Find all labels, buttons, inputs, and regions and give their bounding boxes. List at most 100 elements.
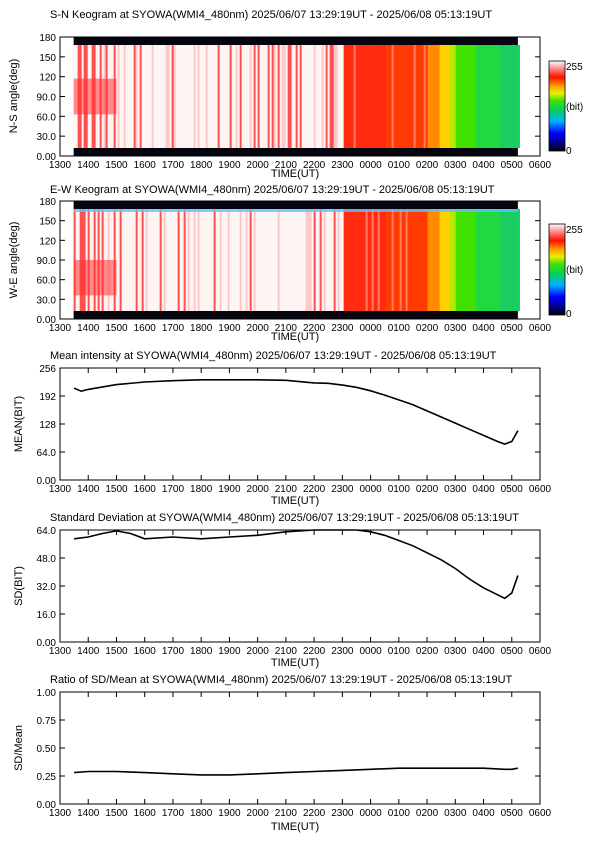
- keogram-column: [517, 209, 520, 311]
- keogram-column: [425, 45, 428, 148]
- keogram-column: [383, 45, 386, 148]
- keogram-column: [217, 209, 220, 311]
- x-tick-label: 1600: [134, 323, 157, 334]
- x-tick-label: 0500: [501, 646, 524, 657]
- keogram-column: [233, 45, 236, 148]
- y-tick-label: 256: [39, 364, 56, 375]
- ew-colorbar-unit-label: (bit): [566, 265, 583, 276]
- keogram-column: [359, 209, 362, 311]
- keogram-column: [189, 209, 192, 311]
- keogram-column: [353, 45, 356, 148]
- keogram-column: [199, 209, 202, 311]
- y-tick-label: 128: [39, 420, 56, 431]
- keogram-column: [259, 209, 262, 311]
- keogram-column: [439, 209, 442, 311]
- keogram-column: [131, 45, 134, 148]
- keogram-column: [321, 209, 324, 311]
- x-tick-label: 1700: [162, 646, 185, 657]
- y-tick-label: 0.00: [37, 800, 57, 811]
- keogram-column: [447, 45, 450, 148]
- x-tick-label: 2000: [247, 646, 270, 657]
- keogram-column: [223, 209, 226, 311]
- x-tick-label: 2100: [275, 484, 298, 495]
- keogram-column: [329, 45, 332, 148]
- ew-keogram-y-label: W-E angle(deg): [8, 222, 20, 299]
- keogram-column: [493, 209, 496, 311]
- keogram-column: [443, 209, 446, 311]
- keogram-column: [499, 209, 502, 311]
- keogram-column: [483, 45, 486, 148]
- keogram-column: [405, 209, 408, 311]
- x-tick-label: 1600: [134, 160, 157, 171]
- keogram-column: [127, 45, 130, 148]
- y-tick-label: 32.0: [37, 582, 57, 593]
- x-tick-label: 1800: [190, 808, 213, 819]
- keogram-column: [513, 45, 516, 148]
- y-tick-label: 30.0: [37, 132, 57, 143]
- x-tick-label: 1800: [190, 160, 213, 171]
- x-tick-label: 2000: [247, 484, 270, 495]
- keogram-column: [209, 45, 212, 148]
- keogram-column: [395, 45, 398, 148]
- x-tick-label: 1700: [162, 323, 185, 334]
- keogram-column: [193, 45, 196, 148]
- y-tick-label: 0.00: [37, 638, 57, 649]
- keogram-column: [301, 45, 304, 148]
- keogram-column: [449, 45, 452, 148]
- keogram-column: [515, 209, 518, 311]
- keogram-column: [297, 45, 300, 148]
- keogram-column: [471, 209, 474, 311]
- keogram-column: [495, 45, 498, 148]
- x-tick-label: 0200: [416, 484, 439, 495]
- ew-keogram-title: E-W Keogram at SYOWA(WMI4_480nm) 2025/06…: [50, 184, 495, 196]
- x-tick-label: 1600: [134, 808, 157, 819]
- keogram-column: [429, 45, 432, 148]
- keogram-column: [419, 45, 422, 148]
- ew-keogram-x-ticks: 1300 1400 1500 1600 1700 1800 1900 2000 2100 2200…: [49, 201, 552, 334]
- keogram-column: [361, 209, 364, 311]
- ew-colorbar-gradient: [548, 223, 566, 316]
- keogram-column: [465, 45, 468, 148]
- keogram-column: [133, 45, 136, 148]
- keogram-column: [245, 209, 248, 311]
- keogram-column: [287, 45, 290, 148]
- keogram-column: [313, 209, 316, 311]
- keogram-column: [275, 45, 278, 148]
- sn-colorbar-max-label: 255: [566, 62, 583, 73]
- keogram-column: [361, 45, 364, 148]
- keogram-column: [317, 45, 320, 148]
- keogram-column: [215, 45, 218, 148]
- keogram-column: [185, 45, 188, 148]
- keogram-column: [257, 45, 260, 148]
- keogram-column: [313, 45, 316, 148]
- keogram-column: [397, 45, 400, 148]
- keogram-column: [265, 45, 268, 148]
- x-tick-label: 1900: [218, 646, 241, 657]
- keogram-column: [181, 209, 184, 311]
- keogram-column: [369, 209, 372, 311]
- keogram-column: [277, 209, 280, 311]
- x-tick-label: 0100: [388, 808, 411, 819]
- keogram-column: [427, 209, 430, 311]
- keogram-column: [351, 209, 354, 311]
- keogram-column: [413, 45, 416, 148]
- keogram-column: [453, 209, 456, 311]
- keogram-column: [505, 45, 508, 148]
- keogram-column: [279, 45, 282, 148]
- keogram-column: [477, 209, 480, 311]
- keogram-column: [173, 209, 176, 311]
- keogram-column: [485, 209, 488, 311]
- keogram-column: [327, 45, 330, 148]
- keogram-column: [445, 209, 448, 311]
- keogram-column: [213, 209, 216, 311]
- keogram-column: [261, 209, 264, 311]
- keogram-column: [417, 209, 420, 311]
- y-tick-label: 0.00: [37, 315, 57, 326]
- keogram-column: [277, 45, 280, 148]
- keogram-column: [463, 209, 466, 311]
- keogram-column: [231, 209, 234, 311]
- keogram-column: [513, 209, 516, 311]
- sn-keogram-x-ticks: 1300 1400 1500 1600 1700 1800 1900 2000 2100 2200…: [49, 37, 552, 171]
- keogram-column: [115, 45, 118, 148]
- keogram-column: [281, 45, 284, 148]
